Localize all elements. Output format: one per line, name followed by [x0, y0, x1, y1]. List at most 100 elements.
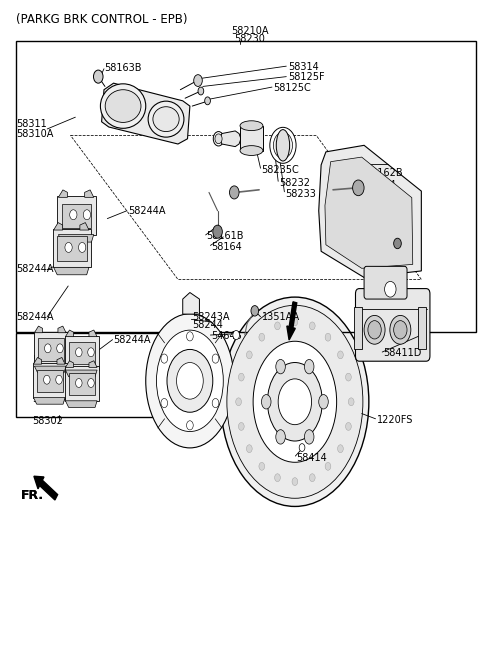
Bar	[16, 333, 173, 417]
Circle shape	[213, 225, 222, 238]
Circle shape	[390, 315, 411, 344]
Polygon shape	[319, 145, 421, 277]
Polygon shape	[89, 330, 97, 336]
Circle shape	[233, 330, 240, 340]
Text: 58163B: 58163B	[104, 63, 142, 73]
Text: 58244A: 58244A	[128, 206, 165, 215]
Polygon shape	[35, 366, 66, 373]
Circle shape	[56, 375, 62, 384]
Circle shape	[368, 321, 381, 339]
Ellipse shape	[270, 127, 296, 164]
Ellipse shape	[100, 84, 146, 128]
Text: 58161B: 58161B	[206, 231, 244, 241]
Text: 58162B: 58162B	[365, 168, 403, 178]
Circle shape	[275, 474, 280, 482]
Text: FR.: FR.	[21, 489, 44, 502]
Ellipse shape	[105, 90, 141, 122]
Polygon shape	[57, 357, 65, 364]
Circle shape	[310, 474, 315, 482]
Bar	[354, 307, 362, 350]
Ellipse shape	[319, 395, 328, 409]
Text: 58244A: 58244A	[16, 264, 53, 274]
Circle shape	[94, 70, 103, 83]
Text: 58244A: 58244A	[114, 335, 151, 346]
Circle shape	[346, 422, 351, 430]
Circle shape	[259, 463, 264, 470]
Ellipse shape	[215, 134, 222, 144]
Circle shape	[229, 186, 239, 199]
Circle shape	[364, 315, 385, 344]
Circle shape	[88, 378, 94, 388]
Circle shape	[394, 238, 401, 249]
Bar	[65, 367, 99, 401]
Circle shape	[187, 420, 193, 430]
Text: 58164: 58164	[365, 179, 396, 190]
Ellipse shape	[240, 121, 263, 131]
Circle shape	[299, 443, 305, 451]
Text: 58311: 58311	[16, 120, 47, 129]
Bar	[62, 204, 92, 229]
Bar	[58, 196, 96, 235]
Circle shape	[236, 398, 241, 406]
Text: 58232: 58232	[280, 178, 311, 189]
Bar	[53, 229, 91, 267]
Text: 54645: 54645	[211, 331, 242, 342]
Text: 58230: 58230	[234, 34, 265, 43]
Polygon shape	[54, 267, 89, 275]
Circle shape	[346, 373, 351, 381]
Circle shape	[161, 354, 168, 363]
Ellipse shape	[156, 330, 223, 432]
Polygon shape	[58, 326, 66, 332]
Bar	[364, 200, 419, 238]
Ellipse shape	[153, 106, 179, 131]
Circle shape	[198, 87, 204, 95]
Polygon shape	[89, 361, 97, 367]
Text: FR.: FR.	[21, 489, 44, 502]
Polygon shape	[325, 157, 413, 268]
Circle shape	[70, 210, 77, 219]
Polygon shape	[65, 361, 73, 367]
Circle shape	[337, 445, 343, 453]
Ellipse shape	[274, 132, 292, 158]
Circle shape	[212, 354, 219, 363]
Polygon shape	[65, 370, 97, 376]
FancyBboxPatch shape	[364, 266, 407, 299]
Text: 1351AA: 1351AA	[262, 311, 300, 322]
Circle shape	[65, 242, 72, 252]
Circle shape	[394, 321, 407, 339]
Ellipse shape	[267, 363, 323, 441]
Circle shape	[384, 281, 396, 297]
Circle shape	[177, 363, 203, 399]
Circle shape	[292, 318, 298, 326]
Ellipse shape	[276, 359, 285, 374]
Circle shape	[325, 333, 331, 341]
Circle shape	[337, 351, 343, 359]
Polygon shape	[183, 292, 199, 314]
Bar	[57, 237, 87, 261]
Polygon shape	[59, 235, 94, 242]
Circle shape	[79, 242, 86, 252]
Text: 58233: 58233	[285, 189, 316, 198]
Circle shape	[325, 463, 331, 470]
Text: (PARKG BRK CONTROL - EPB): (PARKG BRK CONTROL - EPB)	[16, 13, 187, 26]
Bar	[33, 363, 67, 397]
Circle shape	[353, 180, 364, 196]
Circle shape	[75, 378, 82, 388]
Text: 58302: 58302	[33, 417, 63, 426]
Ellipse shape	[221, 297, 369, 507]
Circle shape	[212, 399, 219, 407]
Circle shape	[348, 398, 354, 406]
Circle shape	[84, 210, 91, 219]
Polygon shape	[102, 83, 190, 144]
Polygon shape	[84, 190, 94, 197]
Ellipse shape	[213, 131, 224, 146]
Polygon shape	[34, 357, 42, 364]
Circle shape	[187, 332, 193, 341]
Bar	[34, 332, 68, 366]
Text: 58125C: 58125C	[274, 83, 311, 93]
Text: 58411D: 58411D	[383, 348, 421, 358]
Text: 58244A: 58244A	[33, 394, 70, 404]
Polygon shape	[65, 330, 73, 336]
Bar	[36, 370, 63, 392]
Circle shape	[44, 375, 50, 384]
